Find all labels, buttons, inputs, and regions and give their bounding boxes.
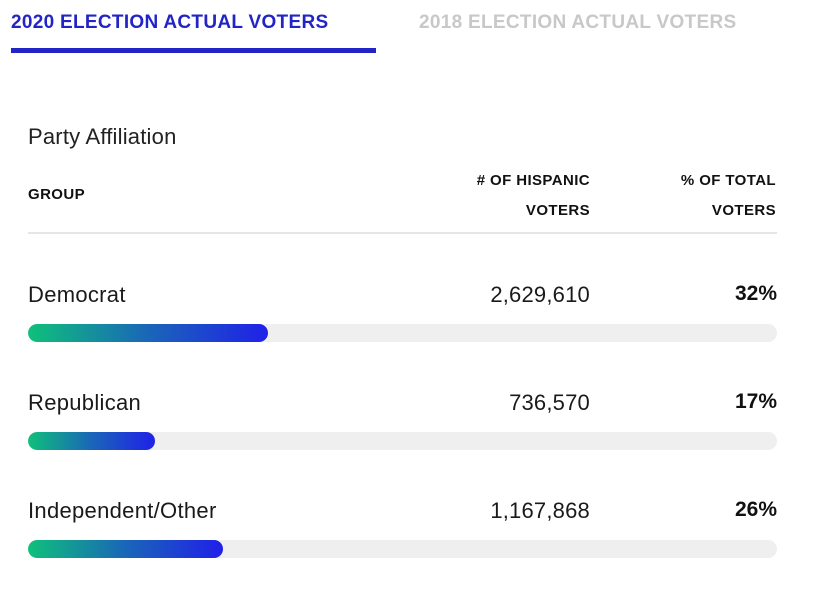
column-header-group-label: GROUP	[28, 186, 86, 203]
row-group-label: Republican	[28, 390, 142, 415]
tab-2018-election[interactable]: 2018 ELECTION ACTUAL VOTERS	[419, 12, 737, 33]
progress-track	[28, 324, 777, 342]
table-row-independent-other: Independent/Other 1,167,868 26%	[28, 498, 777, 568]
row-voter-count: 1,167,868	[490, 498, 590, 523]
progress-fill	[28, 540, 223, 558]
progress-fill	[28, 324, 268, 342]
row-percent: 26%	[734, 498, 777, 521]
tab-2020-election[interactable]: 2020 ELECTION ACTUAL VOTERS	[11, 12, 329, 33]
row-voter-count: 2,629,610	[490, 282, 590, 307]
column-header-group: GROUP	[28, 180, 85, 210]
row-percent: 32%	[734, 282, 777, 305]
section-title: Party Affiliation	[28, 124, 177, 149]
column-header-percent-line2: VOTERS	[711, 202, 776, 219]
progress-track	[28, 432, 777, 450]
table-row-republican: Republican 736,570 17%	[28, 390, 777, 460]
progress-fill	[28, 432, 156, 450]
column-header-voters-line2: VOTERS	[525, 202, 590, 219]
column-header-voters: # OF HISPANIC VOTERS	[410, 166, 590, 226]
column-header-percent: % OF TOTAL VOTERS	[616, 166, 776, 226]
row-percent: 17%	[734, 390, 777, 413]
tab-bar: 2020 ELECTION ACTUAL VOTERS 2018 ELECTIO…	[0, 0, 816, 56]
row-group-label: Independent/Other	[28, 498, 217, 523]
row-group-label: Democrat	[28, 282, 126, 307]
column-header-voters-line1: # OF HISPANIC	[476, 172, 590, 189]
active-tab-indicator	[11, 48, 376, 53]
column-header-percent-line1: % OF TOTAL	[680, 172, 776, 189]
header-divider	[28, 232, 777, 234]
table-row-democrat: Democrat 2,629,610 32%	[28, 282, 777, 352]
progress-track	[28, 540, 777, 558]
row-voter-count: 736,570	[509, 390, 590, 415]
